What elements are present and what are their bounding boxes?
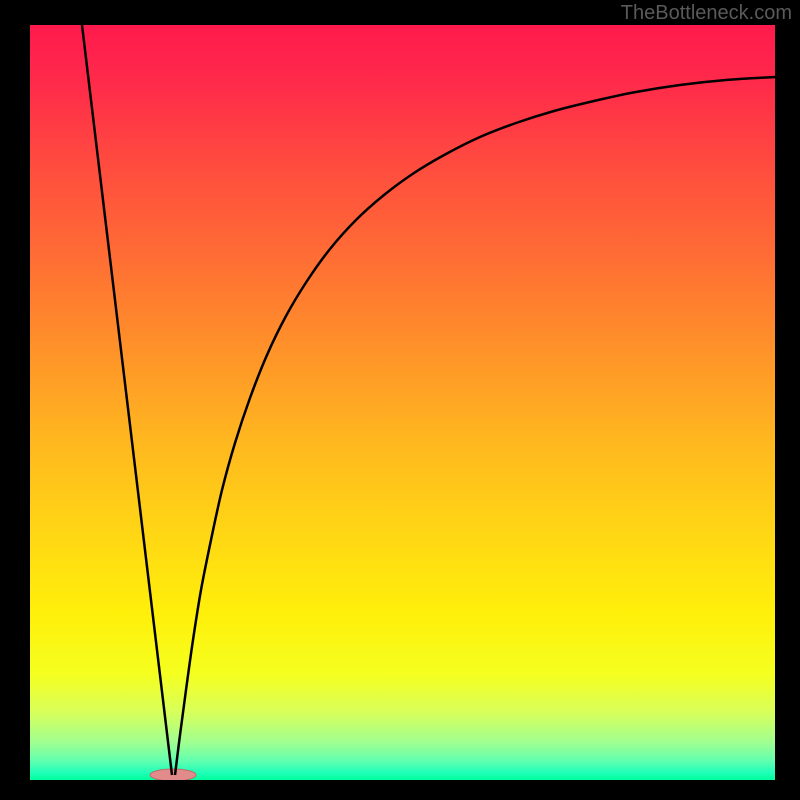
watermark-text: TheBottleneck.com (621, 2, 792, 25)
chart-svg (30, 25, 775, 780)
gradient-background (30, 25, 775, 780)
chart-container: TheBottleneck.com (0, 0, 800, 800)
plot-area (30, 25, 775, 780)
